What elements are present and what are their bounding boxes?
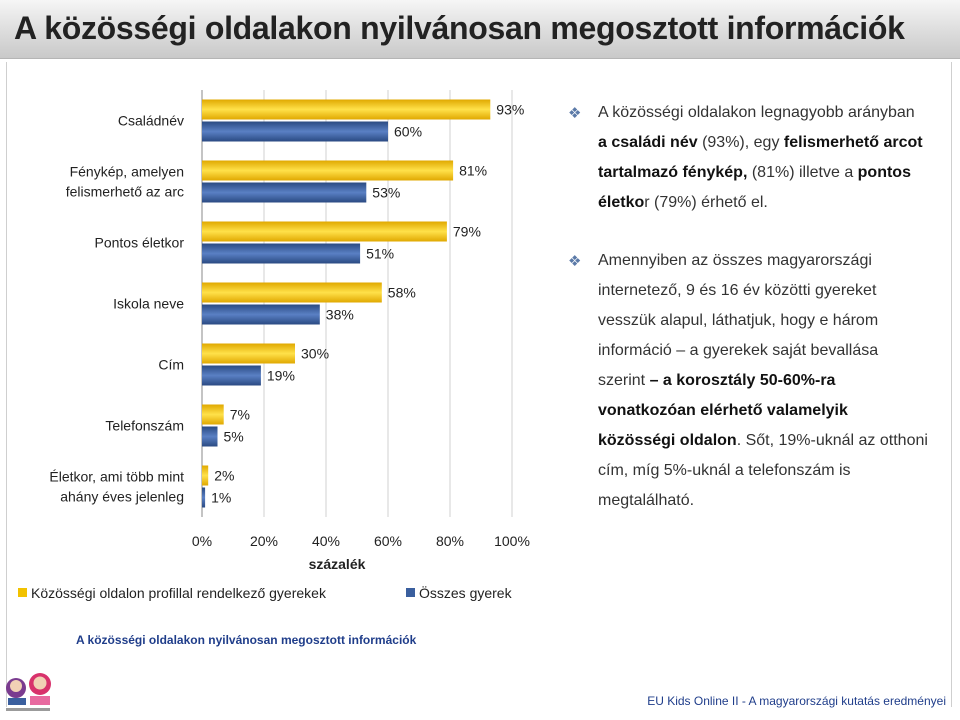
footer-text: EU Kids Online II - A magyarországi kuta… xyxy=(647,694,946,708)
bar-profile-children xyxy=(202,465,209,486)
bar-chart: 0% 20% 40% 60% 80% 100% 93% 60% Családnév 81% 53% F… xyxy=(18,90,530,601)
data-label: 1% xyxy=(211,490,231,506)
category-label: Telefonszám xyxy=(105,418,184,434)
category-label: Cím xyxy=(158,357,184,373)
data-label: 93% xyxy=(496,102,524,118)
bullet-emphasis: felismerhető arcot tartalmazó fénykép, xyxy=(598,134,923,181)
x-tick-label: 40% xyxy=(312,533,340,549)
legend-swatch-profile xyxy=(18,588,27,597)
diamond-bullet-icon: ❖ xyxy=(568,104,582,122)
eu-kids-online-logo xyxy=(6,673,51,711)
legend-swatch-all xyxy=(406,588,415,597)
x-axis-title: százalék xyxy=(309,556,366,572)
data-label: 7% xyxy=(230,407,250,423)
bar-all-children xyxy=(202,487,206,508)
bullet-text: . Sőt, 19%-uknál az otthoni cím, míg 5%-… xyxy=(598,432,928,509)
category-label: Pontos életkor xyxy=(95,235,185,251)
slide-frame xyxy=(6,62,952,707)
bar-all-children xyxy=(202,304,320,325)
category-label: Családnév xyxy=(118,113,184,129)
bar-profile-children xyxy=(202,282,382,303)
x-tick-label: 20% xyxy=(250,533,278,549)
data-label: 51% xyxy=(366,246,394,262)
bar-all-children xyxy=(202,365,261,386)
x-tick-label: 80% xyxy=(436,533,464,549)
legend-label-all: Összes gyerek xyxy=(419,584,513,601)
legend-label-profile: Közösségi oldalon profillal rendelkező g… xyxy=(31,585,327,601)
data-label: 19% xyxy=(267,368,295,384)
x-tick-label: 60% xyxy=(374,533,402,549)
bar-profile-children xyxy=(202,343,295,364)
data-label: 5% xyxy=(224,429,244,445)
bullet-emphasis: – a korosztály 50-60%-ra vonatkozóan elé… xyxy=(598,372,848,449)
bullet-emphasis: a családi név xyxy=(598,134,698,151)
bar-profile-children xyxy=(202,404,224,425)
category-label: Iskola neve xyxy=(113,296,184,312)
data-label: 30% xyxy=(301,346,329,362)
slide-title: A közösségi oldalakon nyilvánosan megosz… xyxy=(14,10,905,46)
bullet-text: A közösségi oldalakon legnagyobb arányba… xyxy=(598,104,915,121)
bullet-text: (93%), egy xyxy=(697,134,784,151)
chart-caption: A közösségi oldalakon nyilvánosan megosz… xyxy=(76,633,417,647)
category-label: Életkor, ami több mint xyxy=(49,469,184,485)
slide-header: A közösségi oldalakon nyilvánosan megosz… xyxy=(0,0,960,59)
diamond-bullet-icon: ❖ xyxy=(568,252,582,270)
category-label: Fénykép, amelyen xyxy=(70,164,184,180)
category-label: ahány éves jelenleg xyxy=(60,489,184,505)
bar-profile-children xyxy=(202,160,454,181)
data-label: 53% xyxy=(372,185,400,201)
x-tick-label: 0% xyxy=(192,533,212,549)
text-bullet: ❖ Amennyiben az összes magyarországi inte… xyxy=(568,246,928,516)
bar-all-children xyxy=(202,121,388,142)
bar-profile-children xyxy=(202,99,491,120)
x-tick-label: 100% xyxy=(494,533,530,549)
bar-all-children xyxy=(202,426,218,447)
bar-all-children xyxy=(202,243,361,264)
data-label: 38% xyxy=(326,307,354,323)
data-label: 79% xyxy=(453,224,481,240)
bar-all-children xyxy=(202,182,367,203)
data-label: 58% xyxy=(388,285,416,301)
text-panel: ❖ A közösségi oldalakon legnagyobb arányb… xyxy=(568,98,928,516)
data-label: 81% xyxy=(459,163,487,179)
category-label: felismerhető az arc xyxy=(66,184,184,200)
data-label: 60% xyxy=(394,124,422,140)
bullet-text: r (79%) érhető el. xyxy=(644,194,768,211)
text-bullet: ❖ A közösségi oldalakon legnagyobb arányb… xyxy=(568,98,928,218)
bullet-emphasis: pontos életko xyxy=(598,164,911,211)
data-label: 2% xyxy=(214,468,234,484)
bullet-text: Amennyiben az összes magyarországi inter… xyxy=(598,252,879,389)
bar-profile-children xyxy=(202,221,447,242)
bullet-text: (81%) illetve a xyxy=(747,164,858,181)
